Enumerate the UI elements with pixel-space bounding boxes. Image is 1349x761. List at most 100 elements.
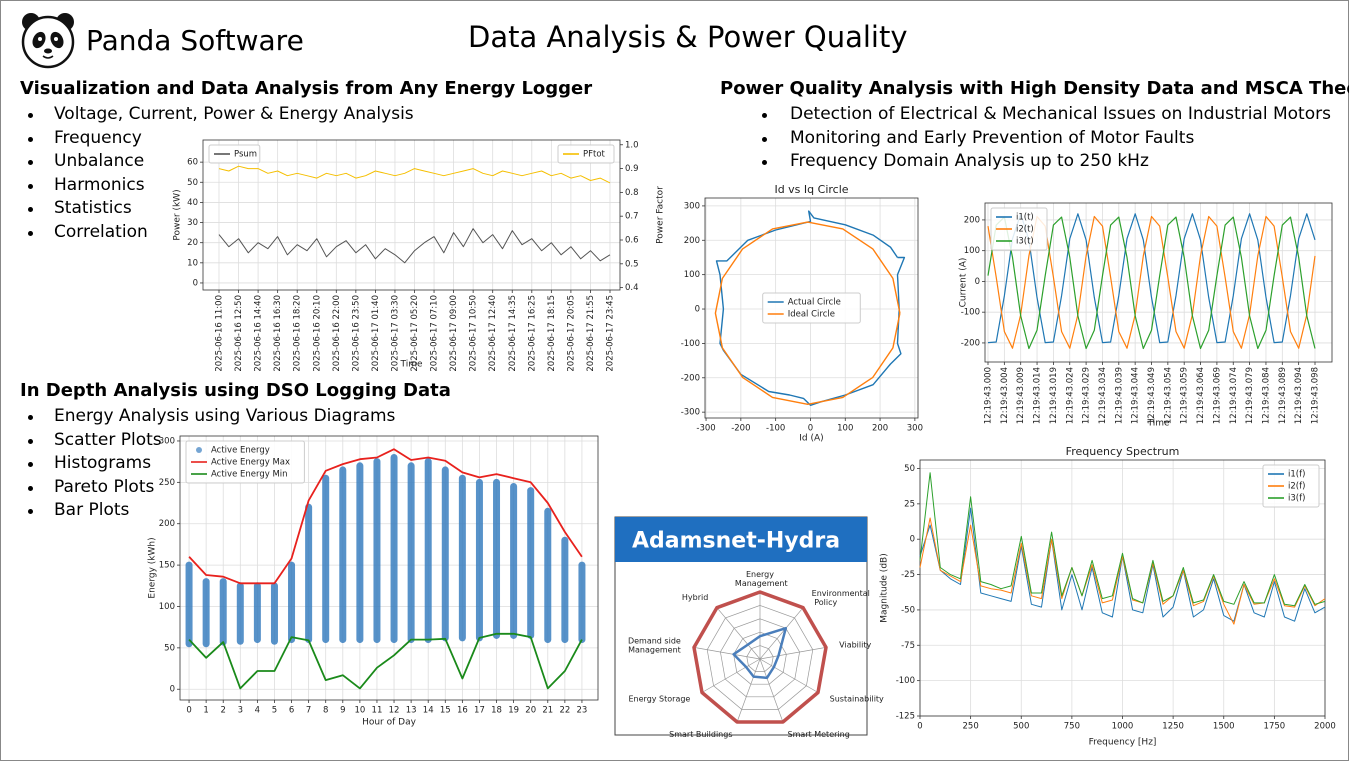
- x-tick-label: 12:19:43.094: [1294, 367, 1304, 424]
- x-tick-label: 12: [389, 706, 400, 716]
- y-tick-label: 100: [159, 602, 175, 612]
- legend-box: [185, 440, 305, 484]
- spoke: [759, 658, 819, 693]
- x-tick-label: 12:19:43.019: [1049, 367, 1059, 424]
- legend-label: Active Energy Min: [211, 470, 288, 480]
- x-tick-label: 12:19:43.009: [1016, 367, 1026, 424]
- x-tick-label: 2025-06-17 20:05: [566, 295, 576, 372]
- x-tick-label: 2025-06-16 20:10: [312, 295, 322, 372]
- x-tick-label: 1750: [1264, 722, 1286, 732]
- y-tick-label: -100: [896, 676, 915, 686]
- x-tick-label: 12:19:43.059: [1180, 367, 1190, 424]
- y2-tick-label: 0.8: [625, 188, 639, 198]
- x-tick-label: 2025-06-17 23:45: [606, 295, 616, 372]
- axis-label: Smart Metering: [787, 730, 849, 739]
- x-tick-label: 2: [221, 706, 226, 716]
- x-tick-label: 2025-06-16 14:40: [254, 295, 264, 372]
- x-tick-label: 2025-06-16 18:20: [293, 295, 303, 372]
- y-tick-label: -75: [901, 641, 915, 651]
- x-axis-label: Time: [1146, 419, 1169, 429]
- bullet: Histograms: [20, 452, 451, 476]
- x-tick-label: 21: [542, 706, 553, 716]
- section-heading: Power Quality Analysis with High Density…: [720, 78, 1349, 99]
- x-tick-label: 8: [323, 706, 328, 716]
- series-line: [919, 517, 1326, 625]
- x-tick-label: 2025-06-17 09:00: [449, 295, 459, 372]
- plot-frame: [984, 202, 1333, 363]
- x-tick-label: 7: [306, 706, 311, 716]
- bullet: Scatter Plots: [20, 429, 451, 453]
- y-tick-label: 150: [159, 561, 175, 571]
- panel-header: [615, 517, 867, 562]
- x-tick-label: 19: [508, 706, 519, 716]
- ring-grid: [746, 645, 774, 672]
- legend-box: [990, 207, 1048, 251]
- legend-label: PFtot: [583, 150, 606, 160]
- series-line: [218, 165, 611, 184]
- legend-label: Ideal Circle: [788, 310, 835, 320]
- radar-series: [692, 590, 828, 724]
- x-tick-label: 0: [186, 706, 191, 716]
- bullet: Harmonics: [20, 174, 592, 198]
- x-tick-label: 2025-06-17 21:55: [586, 295, 596, 372]
- bullet: Monitoring and Early Prevention of Motor…: [720, 127, 1349, 151]
- y-tick-label: 0: [170, 685, 175, 695]
- ring-grid: [720, 618, 800, 698]
- x-tick-label: 12:19:43.004: [1000, 367, 1010, 424]
- spoke: [716, 607, 761, 660]
- x-tick-label: 5: [272, 706, 277, 716]
- x-tick-label: 2025-06-16 11:00: [215, 295, 225, 372]
- x-tick-label: 12:19:43.044: [1131, 367, 1141, 424]
- x-tick-label: 0: [808, 424, 813, 434]
- legend-label: i1(t): [1016, 213, 1034, 223]
- y-tick-label: 50: [164, 643, 175, 653]
- y-tick-label: -50: [901, 605, 915, 615]
- spoke: [759, 607, 804, 660]
- x-tick-label: 18: [491, 706, 502, 716]
- y-tick-label: 300: [684, 201, 700, 211]
- bullet: Pareto Plots: [20, 476, 451, 500]
- section: Visualization and Data Analysis from Any…: [20, 78, 592, 244]
- y-axis-label: Current (A): [959, 258, 969, 308]
- y-tick-label: 250: [159, 478, 175, 488]
- bullet-list: Detection of Electrical & Mechanical Iss…: [720, 103, 1349, 174]
- axis-label: Energy Storage: [629, 695, 691, 704]
- x-tick-label: 1250: [1162, 722, 1184, 732]
- bullet: Voltage, Current, Power & Energy Analysi…: [20, 103, 592, 127]
- legend-label: i2(f): [1288, 482, 1305, 492]
- bullet: Unbalance: [20, 150, 592, 174]
- legend-label: Active Energy: [211, 446, 270, 456]
- y-tick-label: 30: [187, 218, 198, 228]
- x-tick-label: 20: [525, 706, 536, 716]
- plot-area: [203, 140, 620, 290]
- legend-box: [762, 292, 861, 324]
- x-tick-label: 2025-06-17 10:50: [469, 295, 479, 372]
- series-line: [188, 448, 583, 585]
- axis-label: Energy Management: [732, 570, 787, 588]
- panda-logo: [21, 13, 75, 69]
- x-tick-label: 300: [907, 424, 923, 434]
- x-tick-label: 16: [457, 706, 468, 716]
- axis-label: Viability: [839, 641, 871, 650]
- y-tick-label: -125: [896, 712, 915, 722]
- y-tick-label: 50: [904, 464, 915, 474]
- x-tick-label: 2025-06-17 18:15: [547, 295, 557, 372]
- bullet: Frequency Domain Analysis up to 250 kHz: [720, 150, 1349, 174]
- y-tick-label: -300: [681, 408, 700, 418]
- x-tick-label: 22: [559, 706, 570, 716]
- y2-tick-label: 0.6: [625, 236, 639, 246]
- chart-title: Id vs Iq Circle: [774, 183, 848, 196]
- chart-title: Frequency Spectrum: [1066, 445, 1180, 458]
- x-axis-label: Id (A): [799, 434, 823, 444]
- x-tick-label: 2025-06-17 16:25: [527, 295, 537, 372]
- x-tick-label: 1500: [1213, 722, 1235, 732]
- y-tick-label: -25: [901, 570, 915, 580]
- legend-box: [208, 144, 261, 164]
- x-tick-label: 12:19:43.049: [1147, 367, 1157, 424]
- y-tick-label: 0: [910, 535, 915, 545]
- x-tick-label: 4: [255, 706, 260, 716]
- radar-series: [732, 626, 788, 680]
- bullet-list: Energy Analysis using Various Diagrams Sc…: [20, 405, 451, 523]
- y-tick-label: 10: [187, 258, 198, 268]
- plot-frame: [202, 139, 621, 291]
